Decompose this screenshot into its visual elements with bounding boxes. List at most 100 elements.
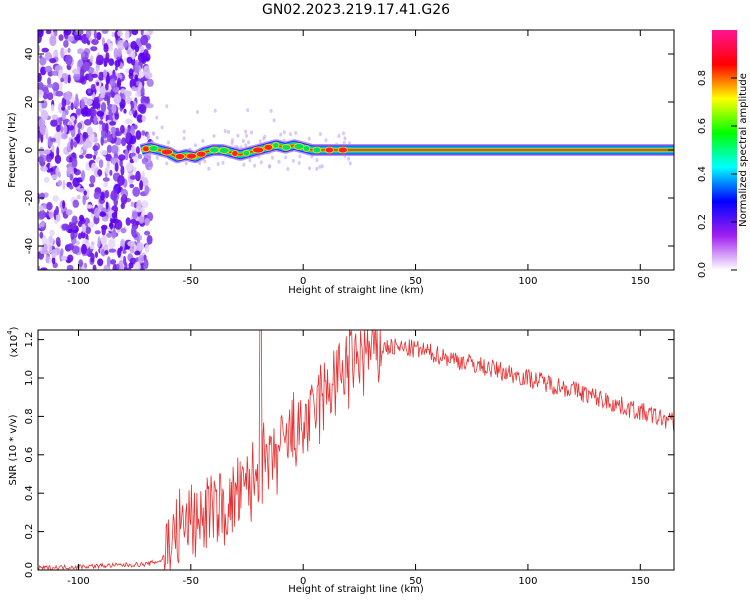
colorbar-tick-label: 0.8 xyxy=(697,70,708,86)
noise-blob xyxy=(246,108,250,113)
y-tick-label: 0.8 xyxy=(24,408,35,424)
colorbar-ticks: 0.0 0.2 0.4 0.6 0.8 xyxy=(697,70,737,278)
noise-blob xyxy=(307,136,311,141)
noise-blob xyxy=(129,175,138,180)
noise-blob xyxy=(253,163,257,168)
noise-blob xyxy=(81,52,86,58)
noise-blob xyxy=(342,131,346,136)
noise-blob xyxy=(146,103,154,109)
noise-blob xyxy=(100,235,107,246)
noise-blob xyxy=(62,200,66,209)
noise-blob xyxy=(117,175,125,186)
noise-blob xyxy=(72,177,80,188)
y-tick-label: 1.2 xyxy=(24,332,35,348)
noise-blob xyxy=(124,90,132,98)
noise-blob xyxy=(60,248,64,256)
noise-blob xyxy=(105,74,110,85)
spectrogram-panel: -100 -50 0 50 100 150 -40 -20 0 20 40 Height of s… xyxy=(7,29,675,296)
noise-blob xyxy=(67,47,71,53)
noise-blob xyxy=(318,132,322,137)
noise-blob xyxy=(116,263,120,270)
noise-blob xyxy=(288,132,292,137)
noise-blob xyxy=(123,108,127,114)
spectral-blob xyxy=(185,152,197,160)
noise-blob xyxy=(324,138,328,143)
noise-blob xyxy=(61,223,70,231)
noise-blob xyxy=(272,118,276,123)
noise-blob xyxy=(271,155,274,160)
noise-blob xyxy=(45,255,50,263)
noise-blob xyxy=(84,98,93,106)
noise-blob xyxy=(230,141,234,145)
noise-blob xyxy=(39,124,46,135)
noise-blob xyxy=(69,173,74,181)
noise-blob xyxy=(277,159,281,164)
y-tick-label: 40 xyxy=(24,48,35,61)
colorbar-label: Normalized spectral amplitude xyxy=(738,73,749,227)
noise-blob xyxy=(85,226,91,235)
noise-blob xyxy=(117,48,122,58)
noise-blob xyxy=(108,248,117,253)
x-tick-label: 50 xyxy=(409,276,422,287)
noise-blob xyxy=(143,258,149,269)
noise-blob xyxy=(223,129,227,134)
noise-blob xyxy=(297,161,301,165)
noise-blob xyxy=(142,56,150,62)
noise-blob xyxy=(140,34,149,46)
noise-blob xyxy=(136,114,144,123)
noise-blob xyxy=(61,97,67,108)
noise-blob xyxy=(97,236,101,248)
noise-blob xyxy=(43,176,50,183)
spectrogram-x-ticks: -100 -50 0 50 100 150 xyxy=(67,30,650,287)
noise-blob xyxy=(90,55,94,65)
noise-blob xyxy=(337,134,341,138)
noise-blob xyxy=(250,130,253,135)
noise-blob xyxy=(70,102,74,111)
noise-blob xyxy=(73,73,81,81)
noise-blob xyxy=(51,174,58,180)
noise-blob xyxy=(91,39,99,45)
noise-blob xyxy=(61,111,67,120)
noise-blob xyxy=(221,160,225,165)
spectral-blob xyxy=(174,153,186,160)
noise-blob xyxy=(236,133,240,138)
noise-blob xyxy=(146,235,153,245)
noise-blob xyxy=(124,149,129,161)
noise-blob xyxy=(105,83,109,91)
spectral-blob xyxy=(324,146,334,154)
snr-scale-label-group: (x104) xyxy=(6,326,20,357)
noise-blob xyxy=(63,92,70,100)
noise-blob xyxy=(123,41,128,48)
noise-blob xyxy=(111,212,118,219)
noise-blob xyxy=(61,73,69,80)
noise-blob xyxy=(104,190,110,199)
noise-blob xyxy=(62,180,66,190)
noise-blob xyxy=(42,91,49,100)
y-tick-label: 20 xyxy=(24,96,35,109)
noise-blob xyxy=(66,35,75,42)
noise-blob xyxy=(121,193,126,201)
noise-blob xyxy=(129,183,135,189)
noise-blob xyxy=(213,108,217,113)
noise-blob xyxy=(86,126,93,135)
noise-blob xyxy=(38,156,44,163)
noise-blob xyxy=(143,49,149,58)
noise-blob xyxy=(106,256,111,267)
noise-blob xyxy=(55,205,59,216)
noise-blob xyxy=(155,135,159,140)
snr-line-group xyxy=(38,330,674,570)
noise-blob xyxy=(98,122,103,133)
noise-blob xyxy=(39,166,48,172)
noise-blob xyxy=(108,42,113,48)
spectrogram-ridge-band xyxy=(141,144,674,158)
spectral-blob xyxy=(272,141,280,149)
noise-blob xyxy=(56,146,60,157)
y-tick-label: 1.0 xyxy=(24,370,35,386)
noise-blob xyxy=(148,166,152,171)
x-tick-label: -100 xyxy=(67,576,90,587)
noise-blob xyxy=(114,162,119,172)
noise-blob xyxy=(58,34,64,41)
noise-blob xyxy=(69,185,74,190)
noise-blob xyxy=(44,65,53,73)
noise-blob xyxy=(182,129,186,134)
